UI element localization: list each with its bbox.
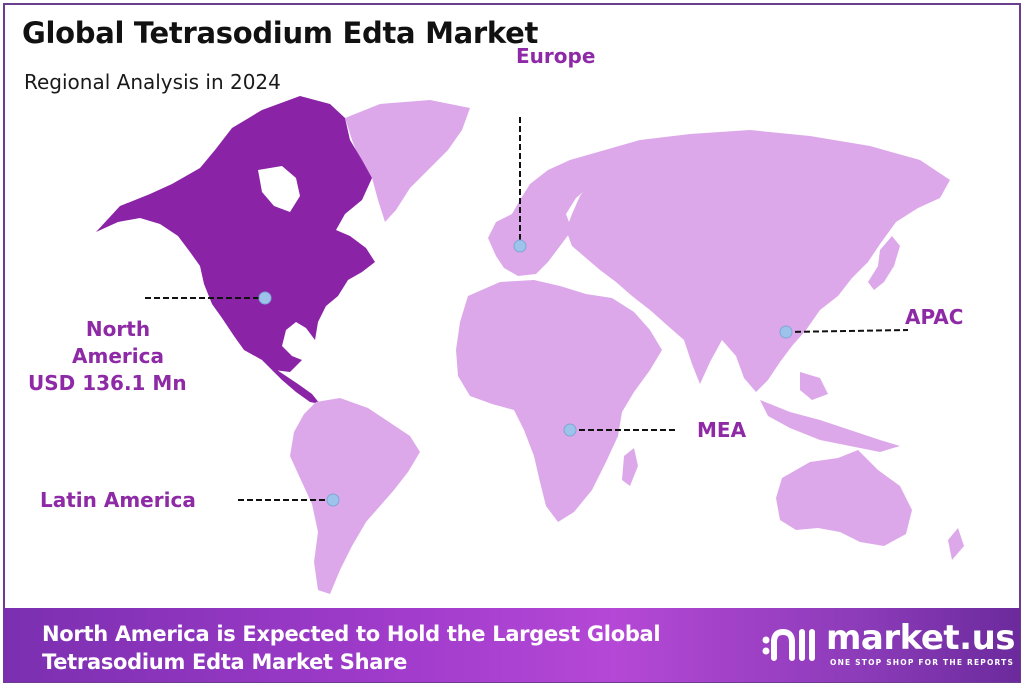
leader-line-apac bbox=[785, 329, 909, 333]
region-latin-america[interactable] bbox=[290, 398, 420, 594]
logo-wordmark: market.us bbox=[826, 618, 1016, 658]
label-north-america-line1: North bbox=[85, 317, 151, 341]
footer-headline: North America is Expected to Hold the La… bbox=[42, 620, 661, 676]
region-greenland bbox=[345, 100, 470, 222]
footer-line-2: Tetrasodium Edta Market Share bbox=[42, 650, 408, 674]
label-north-america-value: USD 136.1 Mn bbox=[28, 371, 187, 395]
marker-apac[interactable] bbox=[779, 325, 793, 339]
region-north-america[interactable] bbox=[96, 96, 375, 372]
label-north-america: North America bbox=[58, 316, 178, 370]
region-central-america bbox=[262, 360, 320, 404]
label-apac: APAC bbox=[905, 305, 964, 329]
label-europe: Europe bbox=[516, 44, 596, 68]
page-title: Global Tetrasodium Edta Market bbox=[22, 16, 539, 50]
logo-tagline: ONE STOP SHOP FOR THE REPORTS bbox=[830, 658, 1015, 667]
marker-mea[interactable] bbox=[563, 423, 577, 437]
market-us-logo[interactable]: market.us ONE STOP SHOP FOR THE REPORTS bbox=[760, 618, 1016, 668]
region-australia bbox=[776, 450, 912, 546]
page-subtitle: Regional Analysis in 2024 bbox=[24, 70, 281, 94]
world-map bbox=[96, 96, 964, 594]
footer-line-1: North America is Expected to Hold the La… bbox=[42, 622, 661, 646]
label-mea: MEA bbox=[697, 418, 747, 442]
region-asia[interactable] bbox=[566, 130, 950, 392]
market-us-logo-icon bbox=[762, 628, 815, 661]
marker-north-america[interactable] bbox=[258, 291, 272, 305]
marker-latin-america[interactable] bbox=[326, 493, 340, 507]
footer-banner: North America is Expected to Hold the La… bbox=[4, 608, 1020, 682]
label-north-america-line2: America bbox=[72, 344, 164, 368]
region-mea[interactable] bbox=[456, 280, 662, 522]
marker-europe[interactable] bbox=[513, 239, 527, 253]
label-latin-america: Latin America bbox=[40, 488, 196, 512]
